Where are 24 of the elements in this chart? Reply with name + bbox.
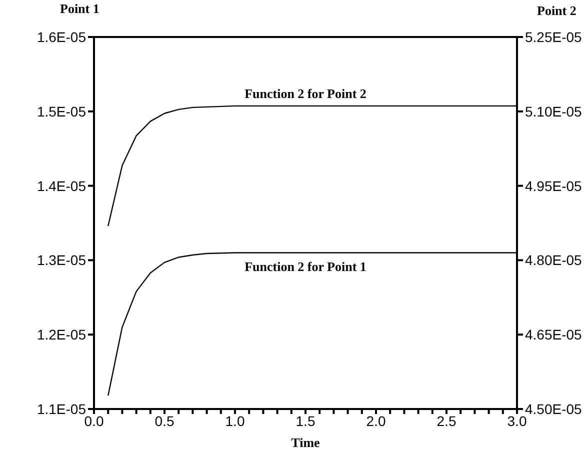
y2-axis-title: Point 2 [537, 3, 576, 18]
y2-tick-label: 5.25E-05 [525, 28, 582, 45]
x-tick-label: 3.0 [507, 412, 527, 429]
x-axis-title: Time [291, 435, 320, 450]
x-tick-label: 1.5 [296, 412, 316, 429]
y-tick-label: 1.6E-05 [36, 28, 86, 45]
y-tick-label: 1.5E-05 [36, 103, 86, 120]
x-tick-label: 0.0 [84, 412, 104, 429]
y2-tick-label: 4.65E-05 [525, 326, 582, 343]
x-tick-label: 2.0 [366, 412, 386, 429]
y2-tick-label: 4.95E-05 [525, 178, 582, 194]
y2-tick-label: 4.50E-05 [525, 400, 582, 417]
x-tick-label: 0.5 [154, 412, 174, 429]
y-tick-label: 1.3E-05 [36, 252, 86, 268]
y-axis-title: Point 1 [60, 1, 100, 16]
series-label: Function 2 for Point 2 [244, 86, 366, 101]
x-tick-label: 1.0 [225, 412, 245, 429]
y2-tick-label: 5.10E-05 [525, 103, 582, 120]
x-tick-label: 2.5 [436, 412, 456, 429]
y-tick-label: 1.4E-05 [36, 178, 86, 194]
y2-tick-label: 4.80E-05 [525, 252, 582, 268]
y-tick-label: 1.1E-05 [36, 400, 86, 417]
series-label: Function 2 for Point 1 [244, 258, 366, 274]
y-tick-label: 1.2E-05 [36, 326, 86, 343]
